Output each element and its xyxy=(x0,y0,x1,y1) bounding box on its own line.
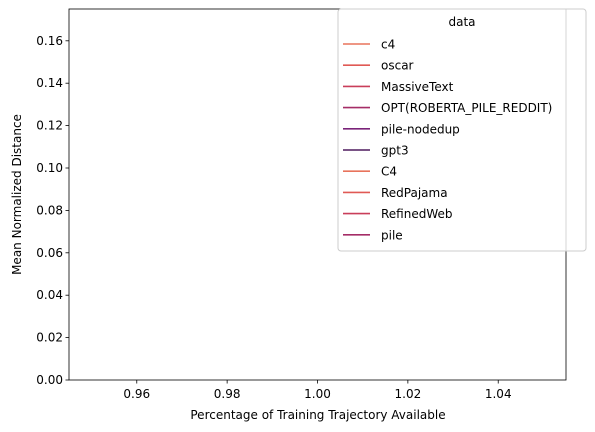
y-tick-label: 0.04 xyxy=(36,288,63,302)
y-tick-label: 0.02 xyxy=(36,331,63,345)
x-tick-label: 1.02 xyxy=(395,387,422,401)
y-tick-label: 0.06 xyxy=(36,246,63,260)
y-axis: 0.00 0.02 0.04 0.06 0.08 0.10 0.12 0.14 0.16 xyxy=(36,34,69,387)
legend-entry-label: c4 xyxy=(381,38,395,52)
legend-entry-label: OPT(ROBERTA_PILE_REDDIT) xyxy=(381,101,552,115)
y-axis-label: Mean Normalized Distance xyxy=(10,114,24,275)
legend-entry-label: oscar xyxy=(381,59,414,73)
legend-title: data xyxy=(448,15,475,29)
x-tick-label: 0.96 xyxy=(123,387,150,401)
y-tick-label: 0.14 xyxy=(36,76,63,90)
legend-entry-label: pile-nodedup xyxy=(381,122,460,136)
legend-entry-label: RefinedWeb xyxy=(381,207,453,221)
x-tick-label: 1.00 xyxy=(304,387,331,401)
y-tick-label: 0.08 xyxy=(36,203,63,217)
x-tick-label: 0.98 xyxy=(214,387,241,401)
y-tick-label: 0.10 xyxy=(36,161,63,175)
y-tick-label: 0.12 xyxy=(36,119,63,133)
legend-entry-label: C4 xyxy=(381,165,397,179)
legend-entry-label: gpt3 xyxy=(381,144,409,158)
x-axis-label: Percentage of Training Trajectory Availa… xyxy=(190,408,445,422)
y-tick-label: 0.16 xyxy=(36,34,63,48)
x-axis: 0.96 0.98 1.00 1.02 1.04 xyxy=(123,380,512,401)
legend: data c4 oscar MassiveText OPT(ROBERTA_PILE_R… xyxy=(337,8,587,252)
legend-box xyxy=(337,8,587,252)
x-tick-label: 1.04 xyxy=(485,387,512,401)
legend-entry-label: RedPajama xyxy=(381,186,448,200)
legend-entry-label: pile xyxy=(381,228,403,242)
legend-entry-label: MassiveText xyxy=(381,80,454,94)
y-tick-label: 0.00 xyxy=(36,373,63,387)
